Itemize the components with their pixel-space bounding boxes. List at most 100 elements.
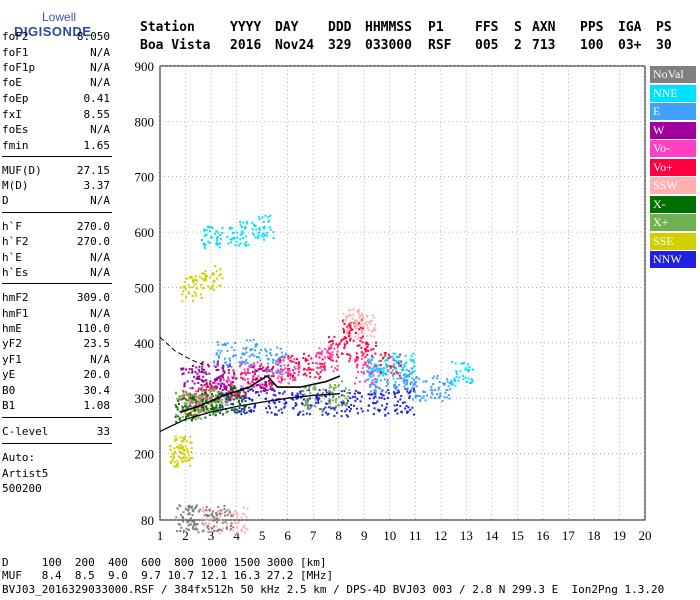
data-point xyxy=(194,371,197,374)
data-point xyxy=(200,293,203,296)
data-point xyxy=(186,406,189,409)
data-point xyxy=(283,406,286,409)
data-point xyxy=(267,405,270,408)
data-point xyxy=(336,368,339,371)
data-point xyxy=(406,375,409,378)
data-point xyxy=(201,517,204,520)
data-point xyxy=(194,405,197,408)
data-point xyxy=(340,394,343,397)
data-point xyxy=(243,513,246,516)
data-point xyxy=(256,361,259,364)
data-point xyxy=(335,397,338,400)
data-point xyxy=(348,325,351,328)
header-label-8: AXN xyxy=(532,20,556,35)
data-point xyxy=(372,366,375,369)
data-point xyxy=(361,366,364,369)
data-point xyxy=(209,396,212,399)
data-point xyxy=(373,389,376,392)
data-point xyxy=(220,393,223,396)
data-point xyxy=(406,411,409,414)
data-point xyxy=(328,346,331,349)
data-point xyxy=(198,394,201,397)
data-point xyxy=(364,363,367,366)
data-point xyxy=(245,222,248,225)
data-point xyxy=(278,392,281,395)
data-point xyxy=(183,383,186,386)
data-point xyxy=(265,354,268,357)
data-point xyxy=(368,371,371,374)
data-point xyxy=(349,321,352,324)
data-point xyxy=(346,391,349,394)
x-tick-label: 12 xyxy=(434,528,447,543)
data-point xyxy=(216,520,219,523)
data-point xyxy=(418,377,421,380)
data-point xyxy=(442,382,445,385)
data-point xyxy=(214,264,217,267)
data-point xyxy=(181,515,184,518)
data-point xyxy=(239,224,242,227)
data-point xyxy=(276,371,279,374)
data-point xyxy=(188,292,191,295)
data-point xyxy=(234,387,237,390)
data-point xyxy=(236,512,239,515)
data-point xyxy=(207,402,210,405)
data-point xyxy=(233,513,236,516)
data-point xyxy=(209,287,212,290)
data-point xyxy=(283,402,286,405)
data-point xyxy=(203,383,206,386)
data-point xyxy=(309,368,312,371)
data-point xyxy=(296,394,299,397)
data-point xyxy=(333,408,336,411)
data-point xyxy=(398,383,401,386)
data-point xyxy=(225,380,228,383)
data-point xyxy=(229,226,232,229)
data-point xyxy=(384,413,387,416)
x-tick-label: 19 xyxy=(613,528,626,543)
param-value: N/A xyxy=(90,251,110,264)
data-point xyxy=(266,389,269,392)
header-value-2: Nov24 xyxy=(275,38,315,53)
data-point xyxy=(206,385,209,388)
data-point xyxy=(345,315,348,318)
data-point xyxy=(375,365,378,368)
param-value: 270.0 xyxy=(76,235,110,248)
data-point xyxy=(335,360,338,363)
param-label: foE xyxy=(2,76,22,89)
data-point xyxy=(200,417,203,420)
data-point xyxy=(200,394,203,397)
data-point xyxy=(400,395,403,398)
data-point xyxy=(395,388,398,391)
data-point xyxy=(360,370,363,373)
data-point xyxy=(175,420,178,423)
data-point xyxy=(172,457,175,460)
data-point xyxy=(245,516,248,519)
data-point xyxy=(217,284,220,287)
data-point xyxy=(349,407,352,410)
x-tick-label: 9 xyxy=(361,528,368,543)
data-point xyxy=(306,389,309,392)
data-point xyxy=(337,355,340,358)
data-point xyxy=(348,360,351,363)
param-label: foF2 xyxy=(2,30,29,43)
data-point xyxy=(218,274,221,277)
data-point xyxy=(321,369,324,372)
data-point xyxy=(251,371,254,374)
data-point xyxy=(223,372,226,375)
data-point xyxy=(424,391,427,394)
data-point xyxy=(294,376,297,379)
data-point xyxy=(227,508,230,511)
data-point xyxy=(192,277,195,280)
data-point xyxy=(235,377,238,380)
data-point xyxy=(392,391,395,394)
data-point xyxy=(396,391,399,394)
data-point xyxy=(323,365,326,368)
data-point xyxy=(214,414,217,417)
data-point xyxy=(464,376,467,379)
data-point xyxy=(242,237,245,240)
data-point xyxy=(268,370,271,373)
data-point xyxy=(413,388,416,391)
data-point xyxy=(198,377,201,380)
data-point xyxy=(466,368,469,371)
data-point xyxy=(268,226,271,229)
data-point xyxy=(404,388,407,391)
